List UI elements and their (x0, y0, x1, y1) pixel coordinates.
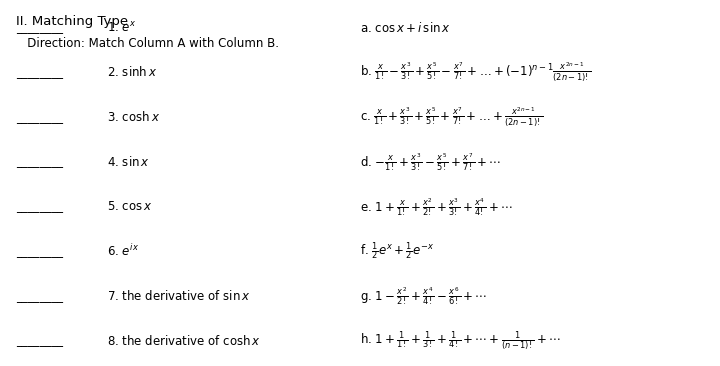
Text: ________: ________ (16, 245, 63, 258)
Text: e. $1+\frac{x}{1!}+\frac{x^2}{2!}+\frac{x^3}{3!}+\frac{x^4}{4!}+\cdots$: e. $1+\frac{x}{1!}+\frac{x^2}{2!}+\frac{… (360, 196, 513, 217)
Text: f. $\frac{1}{2}e^x+\frac{1}{2}e^{-x}$: f. $\frac{1}{2}e^x+\frac{1}{2}e^{-x}$ (360, 240, 434, 262)
Text: Direction: Match Column A with Column B.: Direction: Match Column A with Column B. (16, 37, 279, 50)
Text: ________: ________ (16, 21, 63, 34)
Text: 7. the derivative of $\mathrm{sin}\,x$: 7. the derivative of $\mathrm{sin}\,x$ (107, 289, 250, 303)
Text: 6. $e^{ix}$: 6. $e^{ix}$ (107, 243, 138, 259)
Text: 1. $e^x$: 1. $e^x$ (107, 21, 136, 35)
Text: c. $\frac{x}{1!}+\frac{x^3}{3!}+\frac{x^5}{5!}+\frac{x^7}{7!}+\ldots+\frac{x^{2n: c. $\frac{x}{1!}+\frac{x^3}{3!}+\frac{x^… (360, 105, 544, 129)
Text: 8. the derivative of $\mathrm{cosh}\,x$: 8. the derivative of $\mathrm{cosh}\,x$ (107, 334, 261, 348)
Text: 3. $\mathrm{cosh}\,x$: 3. $\mathrm{cosh}\,x$ (107, 110, 160, 124)
Text: a. $\mathrm{cos}\,x + i\,\mathrm{sin}\,x$: a. $\mathrm{cos}\,x + i\,\mathrm{sin}\,x… (360, 21, 451, 35)
Text: 5. $\mathrm{cos}\,x$: 5. $\mathrm{cos}\,x$ (107, 200, 152, 213)
Text: 4. $\mathrm{sin}\,x$: 4. $\mathrm{sin}\,x$ (107, 155, 149, 169)
Text: ________: ________ (16, 335, 63, 347)
Text: d. $-\frac{x}{1!}+\frac{x^3}{3!}-\frac{x^5}{5!}+\frac{x^7}{7!}+\cdots$: d. $-\frac{x}{1!}+\frac{x^3}{3!}-\frac{x… (360, 151, 501, 173)
Text: b. $\frac{x}{1!}-\frac{x^3}{3!}+\frac{x^5}{5!}-\frac{x^7}{7!}+\ldots+(-1)^{n-1}\: b. $\frac{x}{1!}-\frac{x^3}{3!}+\frac{x^… (360, 60, 592, 85)
Text: II. Matching Type: II. Matching Type (16, 15, 128, 28)
Text: ________: ________ (16, 290, 63, 303)
Text: h. $1+\frac{1}{1!}+\frac{1}{3!}+\frac{1}{4!}+\cdots+\frac{1}{(n-1)!}+\cdots$: h. $1+\frac{1}{1!}+\frac{1}{3!}+\frac{1}… (360, 329, 562, 353)
Text: ________: ________ (16, 200, 63, 213)
Text: ________: ________ (16, 66, 63, 79)
Text: 2. $\mathrm{sinh}\,x$: 2. $\mathrm{sinh}\,x$ (107, 66, 157, 79)
Text: ________: ________ (16, 156, 63, 168)
Text: g. $1-\frac{x^2}{2!}+\frac{x^4}{4!}-\frac{x^6}{6!}+\cdots$: g. $1-\frac{x^2}{2!}+\frac{x^4}{4!}-\fra… (360, 285, 487, 307)
Text: ________: ________ (16, 111, 63, 124)
